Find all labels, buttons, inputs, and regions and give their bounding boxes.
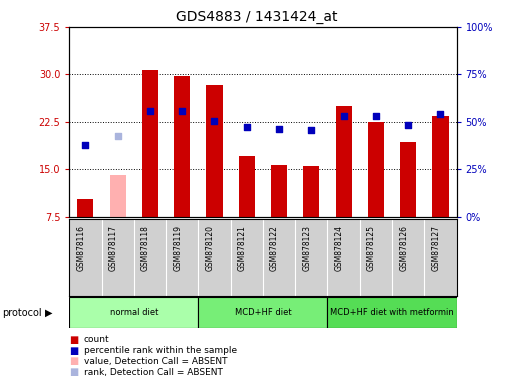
Bar <box>368 122 384 217</box>
Text: GSM878121: GSM878121 <box>238 225 247 271</box>
Text: rank, Detection Call = ABSENT: rank, Detection Call = ABSENT <box>84 367 223 377</box>
Text: ■: ■ <box>69 367 78 377</box>
Bar <box>271 165 287 217</box>
Text: ■: ■ <box>69 335 78 345</box>
Text: GSM878126: GSM878126 <box>399 225 408 271</box>
Point <box>113 133 122 139</box>
Text: GSM878123: GSM878123 <box>302 225 311 271</box>
Text: GSM878127: GSM878127 <box>431 225 441 271</box>
Point <box>340 113 348 119</box>
Text: ■: ■ <box>69 346 78 356</box>
Point <box>146 108 154 114</box>
Bar <box>303 166 320 217</box>
Bar <box>400 142 416 217</box>
Bar <box>206 84 223 217</box>
Text: count: count <box>84 335 109 344</box>
Bar <box>110 175 126 217</box>
Text: GDS4883 / 1431424_at: GDS4883 / 1431424_at <box>176 10 337 23</box>
Bar <box>327 297 457 328</box>
Point <box>243 124 251 130</box>
Bar <box>239 156 255 217</box>
Text: protocol: protocol <box>3 308 42 318</box>
Bar <box>336 106 352 217</box>
Bar <box>174 76 190 217</box>
Text: GSM878124: GSM878124 <box>334 225 344 271</box>
Point <box>210 118 219 124</box>
Text: GSM878125: GSM878125 <box>367 225 376 271</box>
Text: MCD+HF diet: MCD+HF diet <box>234 308 291 317</box>
Bar <box>432 116 448 217</box>
Text: GSM878120: GSM878120 <box>206 225 214 271</box>
Bar <box>77 199 93 217</box>
Text: GSM878117: GSM878117 <box>109 225 117 271</box>
Text: normal diet: normal diet <box>110 308 158 317</box>
Text: ▶: ▶ <box>45 308 53 318</box>
Text: GSM878122: GSM878122 <box>270 225 279 271</box>
Bar <box>69 297 199 328</box>
Point <box>81 142 89 149</box>
Point <box>372 113 380 119</box>
Point <box>404 122 412 128</box>
Point <box>178 108 186 114</box>
Point <box>275 126 283 132</box>
Text: ■: ■ <box>69 356 78 366</box>
Text: value, Detection Call = ABSENT: value, Detection Call = ABSENT <box>84 357 227 366</box>
Point <box>307 126 315 132</box>
Text: percentile rank within the sample: percentile rank within the sample <box>84 346 236 355</box>
Text: GSM878118: GSM878118 <box>141 225 150 271</box>
Text: GSM878116: GSM878116 <box>76 225 85 271</box>
Text: GSM878119: GSM878119 <box>173 225 182 271</box>
Text: MCD+HF diet with metformin: MCD+HF diet with metformin <box>330 308 454 317</box>
Point <box>437 111 445 118</box>
Bar <box>199 297 327 328</box>
Bar <box>142 70 158 217</box>
